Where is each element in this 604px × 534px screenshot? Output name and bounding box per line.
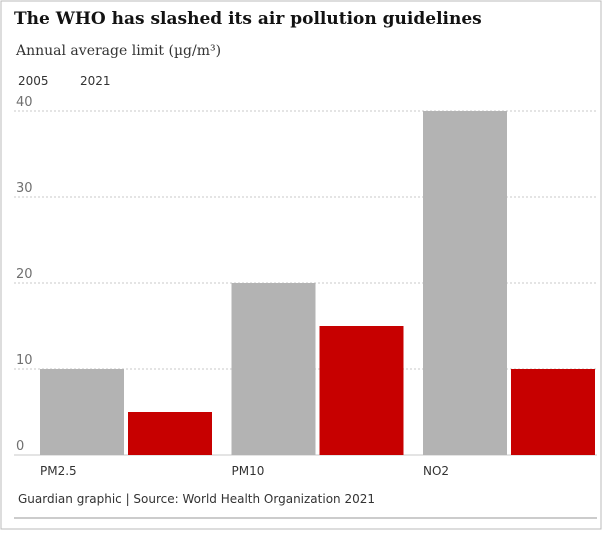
- y-tick-label: 30: [16, 181, 33, 196]
- bar: [423, 111, 507, 455]
- x-tick-label: NO2: [423, 464, 449, 478]
- y-tick-label: 10: [16, 353, 33, 368]
- y-tick-label: 0: [16, 439, 24, 454]
- bar: [511, 369, 595, 455]
- y-tick-label: 40: [16, 95, 33, 110]
- source: Guardian graphic | Source: World Health …: [18, 492, 375, 506]
- bar: [231, 283, 316, 455]
- chart-title: The WHO has slashed its air pollution gu…: [14, 9, 482, 29]
- legend-label: 2021: [80, 74, 111, 88]
- x-tick-label: PM10: [232, 464, 265, 478]
- y-tick-label: 20: [16, 267, 33, 282]
- legend-label: 2005: [18, 74, 49, 88]
- bar: [319, 326, 404, 455]
- chart-subtitle: Annual average limit (µg/m³): [15, 43, 221, 59]
- bar: [40, 369, 124, 455]
- x-tick-label: PM2.5: [40, 464, 77, 478]
- bar: [128, 412, 212, 455]
